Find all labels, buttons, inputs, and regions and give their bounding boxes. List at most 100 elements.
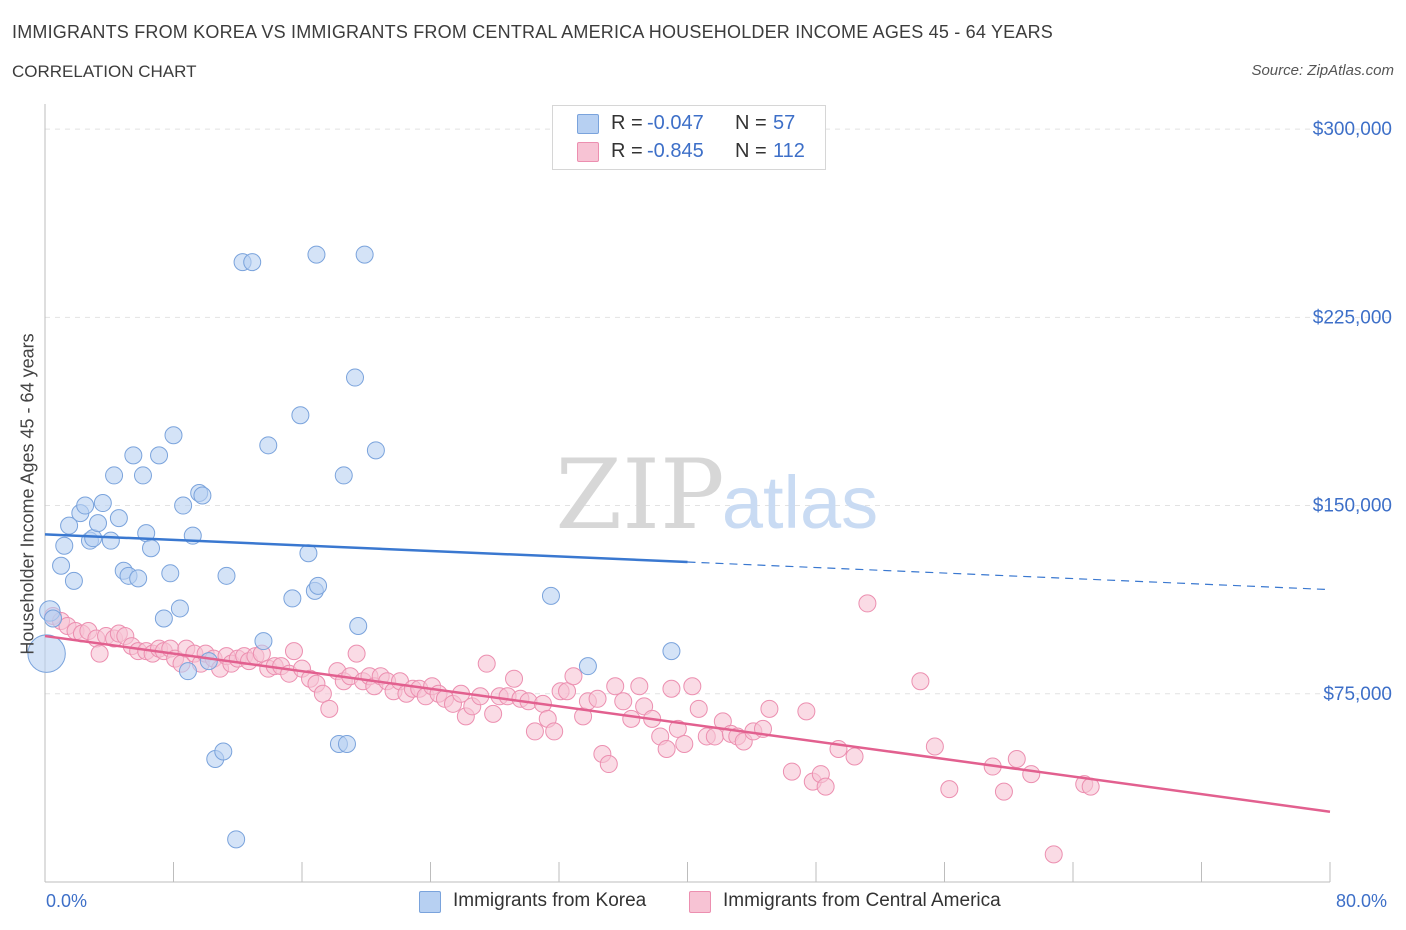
y-tick-label: $150,000: [1313, 496, 1392, 517]
korea-point: [337, 734, 356, 753]
central-america-point: [606, 677, 625, 696]
legend-r-label: R =: [611, 112, 643, 134]
korea-point: [105, 466, 124, 485]
korea-point: [89, 514, 108, 533]
central-america-point: [845, 747, 864, 766]
correlation-legend: R = -0.047 N = 57 R = -0.845 N = 112: [552, 105, 826, 170]
korea-point: [199, 652, 218, 671]
legend-r-label: R =: [611, 140, 643, 162]
korea-point: [355, 245, 374, 264]
korea-point: [129, 569, 148, 588]
central-america-trend-line: [44, 634, 1331, 813]
korea-point: [170, 599, 189, 618]
korea-point: [161, 564, 180, 583]
central-america-point: [320, 699, 339, 718]
central-america-point: [313, 684, 332, 703]
central-america-point: [90, 644, 109, 663]
korea-swatch: [577, 114, 599, 134]
source-label: Source: ZipAtlas.com: [1251, 62, 1394, 79]
central-america-point: [630, 677, 649, 696]
central-america-point: [782, 762, 801, 781]
bottom-legend-central-america-label: Immigrants from Central America: [723, 890, 1001, 911]
legend-n-label: N =: [735, 112, 767, 134]
korea-point: [349, 617, 368, 636]
legend-r-value: -0.845: [647, 140, 704, 162]
korea-point: [142, 539, 161, 558]
korea-point: [178, 662, 197, 681]
korea-swatch: [419, 891, 441, 913]
korea-point: [662, 642, 681, 661]
korea-point: [346, 368, 365, 387]
korea-trend-line: [44, 533, 688, 564]
axes: [44, 104, 1331, 883]
korea-point: [93, 494, 112, 513]
bottom-legend-korea-label: Immigrants from Korea: [453, 890, 647, 911]
central-america-point: [484, 704, 503, 723]
watermark-atlas: atlas: [722, 461, 878, 544]
korea-point: [217, 566, 236, 585]
legend-r-value: -0.047: [647, 112, 704, 134]
korea-point: [174, 496, 193, 515]
korea-point: [124, 446, 143, 465]
gridlines: [45, 128, 1392, 695]
central-america-point: [525, 722, 544, 741]
central-america-point: [505, 669, 524, 688]
central-america-point: [564, 667, 583, 686]
central-america-point: [760, 699, 779, 718]
central-america-point: [662, 679, 681, 698]
central-america-swatch: [689, 891, 711, 913]
korea-point: [254, 632, 273, 651]
central-america-point: [588, 689, 607, 708]
korea-point: [52, 556, 71, 575]
central-america-point: [689, 699, 708, 718]
korea-point: [164, 426, 183, 445]
korea-trend-extension: [687, 561, 1331, 591]
korea-point: [307, 245, 326, 264]
chart-title: IMMIGRANTS FROM KOREA VS IMMIGRANTS FROM…: [12, 22, 1053, 42]
central-america-point: [797, 702, 816, 721]
central-america-point: [994, 782, 1013, 801]
central-america-point: [284, 642, 303, 661]
y-tick-label: $300,000: [1313, 119, 1392, 140]
korea-point: [76, 496, 95, 515]
korea-point: [133, 466, 152, 485]
central-america-point: [599, 755, 618, 774]
korea-point: [214, 742, 233, 761]
y-axis-label: Householder Income Ages 45 - 64 years: [17, 333, 38, 655]
korea-point: [150, 446, 169, 465]
korea-point: [309, 576, 328, 595]
korea-point: [299, 544, 318, 563]
legend-n-label: N =: [735, 140, 767, 162]
y-tick-label: $75,000: [1323, 684, 1392, 705]
central-america-point: [911, 672, 930, 691]
korea-point: [60, 516, 79, 535]
series-central-america-points: [44, 594, 1100, 864]
central-america-point: [675, 734, 694, 753]
central-america-point: [1007, 750, 1026, 769]
y-tick-label: $225,000: [1313, 307, 1392, 328]
korea-point: [578, 657, 597, 676]
korea-point: [259, 436, 278, 455]
korea-point: [84, 529, 103, 548]
korea-point: [64, 571, 83, 590]
central-america-point: [1022, 765, 1041, 784]
y-tick-labels: $75,000 $150,000 $225,000 $300,000: [1313, 119, 1392, 705]
central-america-point: [668, 719, 687, 738]
korea-point: [334, 466, 353, 485]
central-america-point: [683, 677, 702, 696]
legend-n-value: 112: [773, 140, 805, 162]
central-america-point: [705, 727, 724, 746]
central-america-point: [925, 737, 944, 756]
central-america-point: [614, 692, 633, 711]
central-america-point: [558, 682, 577, 701]
x-tick-label-max: 80.0%: [1336, 891, 1388, 911]
central-america-point: [657, 739, 676, 758]
korea-point: [101, 531, 120, 550]
korea-point: [154, 609, 173, 628]
series-korea-points: [27, 245, 681, 849]
central-america-point: [545, 722, 564, 741]
korea-point: [44, 609, 63, 628]
central-america-point: [940, 780, 959, 799]
chart-subtitle: CORRELATION CHART: [12, 62, 197, 81]
